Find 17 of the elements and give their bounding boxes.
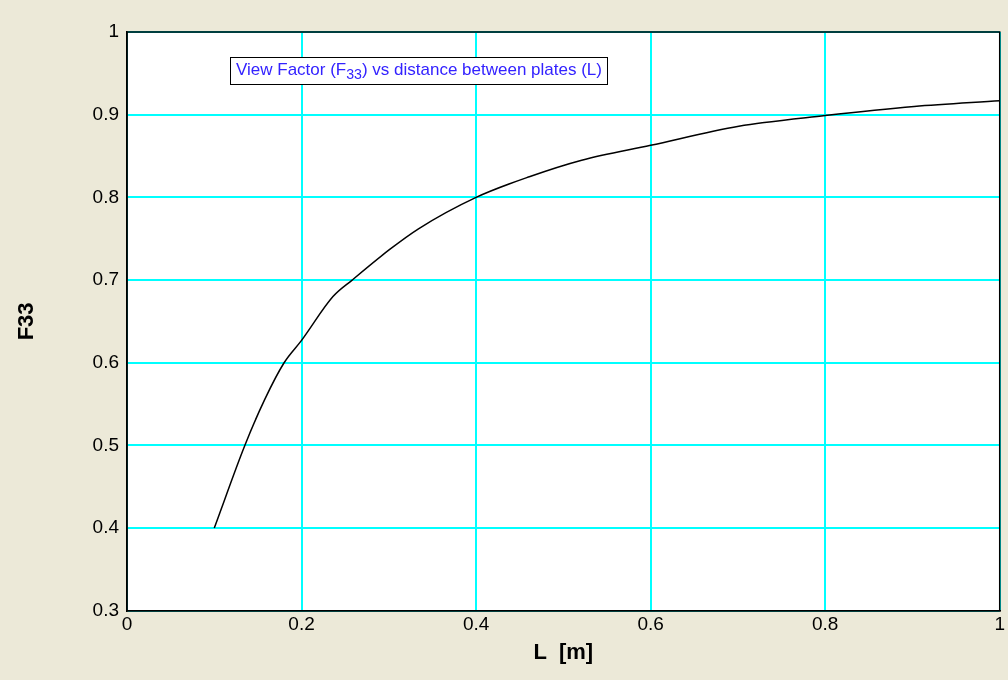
x-tick-label: 0.2 <box>288 613 315 635</box>
y-axis-title: F33 <box>13 302 39 341</box>
y-tick-label: 0.6 <box>92 350 119 372</box>
x-tick-label: 0 <box>121 613 133 635</box>
y-tick-label: 0.4 <box>92 516 120 538</box>
y-tick-label: 0.9 <box>92 102 119 124</box>
y-tick-label: 0.5 <box>92 433 119 455</box>
x-tick-label: 0.8 <box>811 613 839 635</box>
y-tick-label: 0.3 <box>92 599 119 621</box>
x-tick-label: 0.4 <box>462 613 490 635</box>
y-tick-label: 0.8 <box>92 185 119 207</box>
x-axis-title: L [m] <box>533 638 594 664</box>
text: View Factor (F$_{33}$) vs distance between plates (L) <box>230 57 608 86</box>
y-tick-label: 1 <box>108 20 119 42</box>
x-tick-label: 0.6 <box>637 613 664 635</box>
y-tick-label: 0.7 <box>92 268 119 290</box>
x-tick-label: 1 <box>994 613 1006 635</box>
